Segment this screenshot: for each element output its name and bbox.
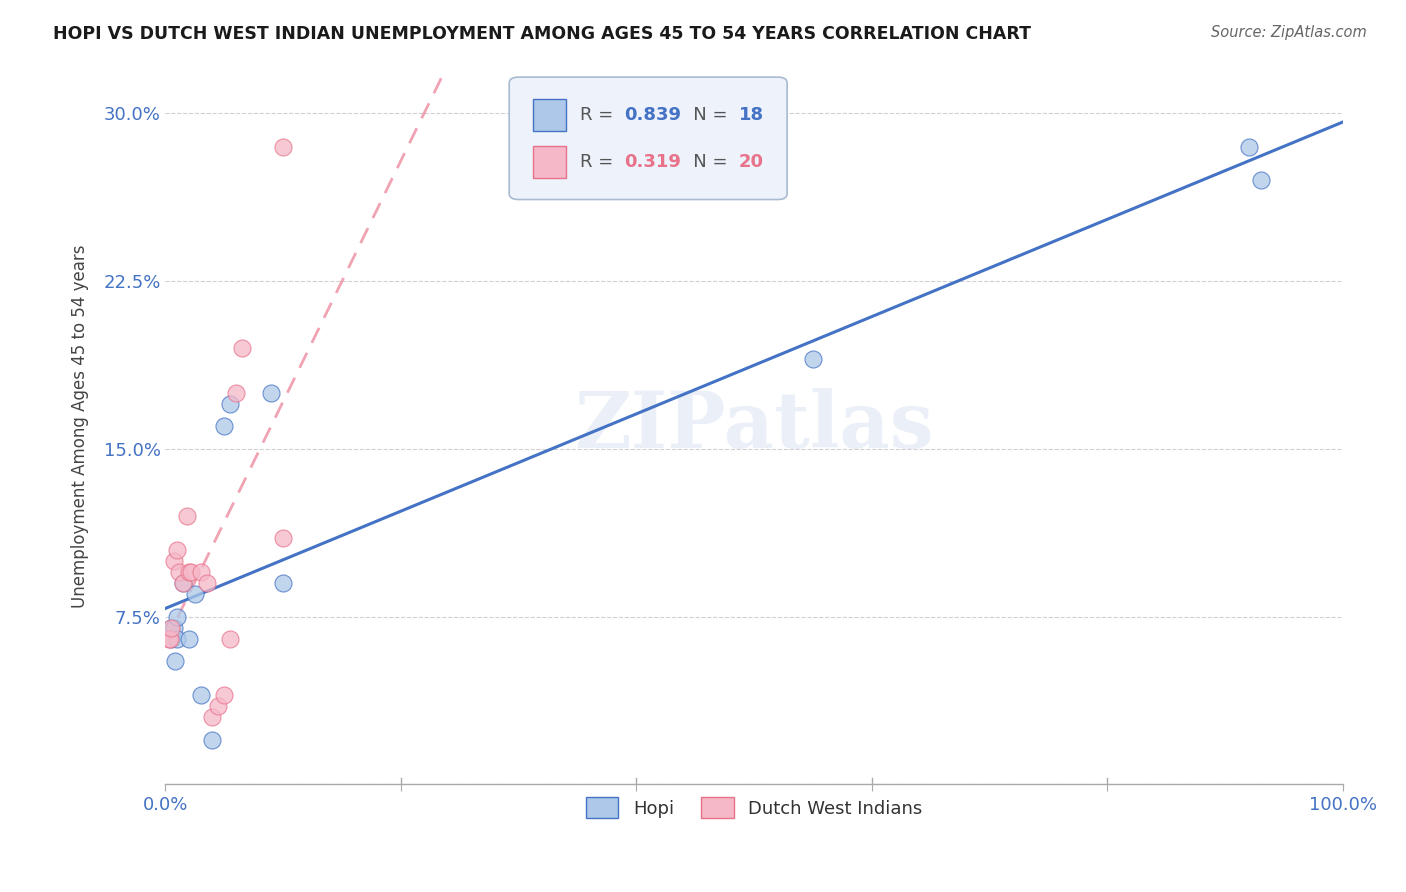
Point	[190, 688, 212, 702]
Point	[166, 609, 188, 624]
Point	[212, 419, 235, 434]
Point	[1250, 173, 1272, 187]
Text: ZIPatlas: ZIPatlas	[574, 389, 934, 465]
Point	[201, 732, 224, 747]
Point	[180, 565, 202, 579]
Point	[225, 385, 247, 400]
Text: 20: 20	[738, 153, 763, 171]
Point	[1237, 140, 1260, 154]
FancyBboxPatch shape	[533, 99, 565, 131]
Point	[169, 565, 191, 579]
Point	[177, 565, 200, 579]
Text: R =: R =	[579, 153, 619, 171]
Point	[212, 688, 235, 702]
FancyBboxPatch shape	[533, 145, 565, 178]
FancyBboxPatch shape	[509, 77, 787, 200]
Point	[801, 352, 824, 367]
Point	[177, 632, 200, 646]
Y-axis label: Unemployment Among Ages 45 to 54 years: Unemployment Among Ages 45 to 54 years	[72, 244, 89, 608]
Text: N =: N =	[676, 105, 734, 124]
Text: 0.839: 0.839	[624, 105, 682, 124]
Point	[172, 576, 194, 591]
Point	[231, 341, 253, 355]
Point	[163, 654, 186, 668]
Text: Source: ZipAtlas.com: Source: ZipAtlas.com	[1211, 25, 1367, 40]
Legend: Hopi, Dutch West Indians: Hopi, Dutch West Indians	[579, 790, 929, 825]
Text: R =: R =	[579, 105, 619, 124]
Point	[162, 554, 184, 568]
Point	[271, 576, 294, 591]
Point	[219, 632, 242, 646]
Point	[184, 587, 207, 601]
Point	[157, 632, 180, 646]
Text: HOPI VS DUTCH WEST INDIAN UNEMPLOYMENT AMONG AGES 45 TO 54 YEARS CORRELATION CHA: HOPI VS DUTCH WEST INDIAN UNEMPLOYMENT A…	[53, 25, 1032, 43]
Text: N =: N =	[676, 153, 734, 171]
Point	[207, 699, 229, 714]
Point	[166, 632, 188, 646]
Point	[176, 508, 198, 523]
Point	[166, 542, 188, 557]
Point	[160, 632, 183, 646]
Point	[201, 710, 224, 724]
Point	[160, 621, 183, 635]
Point	[271, 532, 294, 546]
Point	[271, 140, 294, 154]
Point	[195, 576, 218, 591]
Text: 0.319: 0.319	[624, 153, 682, 171]
Point	[160, 621, 183, 635]
Text: 18: 18	[738, 105, 763, 124]
Point	[260, 385, 283, 400]
Point	[172, 576, 194, 591]
Point	[190, 565, 212, 579]
Point	[162, 621, 184, 635]
Point	[159, 632, 181, 646]
Point	[219, 397, 242, 411]
